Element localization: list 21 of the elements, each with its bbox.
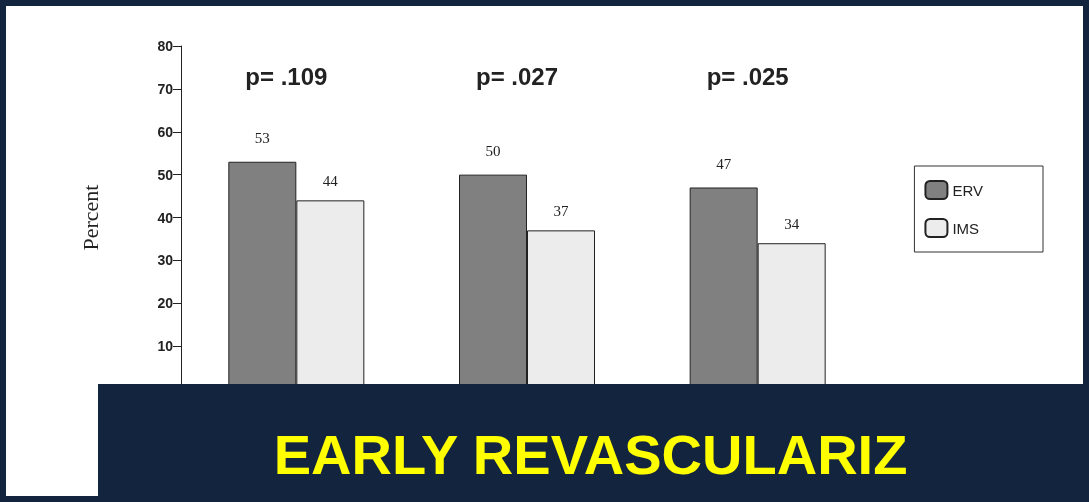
annotation: p= .027 (475, 62, 559, 90)
y-tick-label: 40 (157, 209, 174, 226)
data-label: 50 (485, 143, 501, 160)
data-label: 47 (716, 155, 732, 172)
legend-label: ERV (952, 181, 984, 199)
data-label: 34 (784, 215, 800, 232)
y-tick-label: 70 (157, 80, 174, 97)
legend-label: IMS (952, 219, 980, 237)
y-tick-label: 30 (157, 252, 174, 269)
y-tick-label: 60 (157, 123, 174, 140)
data-label: 37 (553, 202, 569, 219)
annotation: p= .025 (706, 62, 789, 90)
y-axis-title: Percent (77, 184, 103, 251)
annotation: p= .109 (245, 62, 328, 90)
y-tick-label: 20 (157, 295, 174, 312)
y-tick-label: 50 (157, 166, 174, 183)
data-label: 44 (322, 172, 339, 189)
y-tick-label: 80 (157, 38, 174, 54)
data-label: 53 (254, 130, 270, 147)
y-tick-label: 10 (157, 338, 174, 355)
text: EARLY REVASCULARIZ (272, 422, 909, 488)
